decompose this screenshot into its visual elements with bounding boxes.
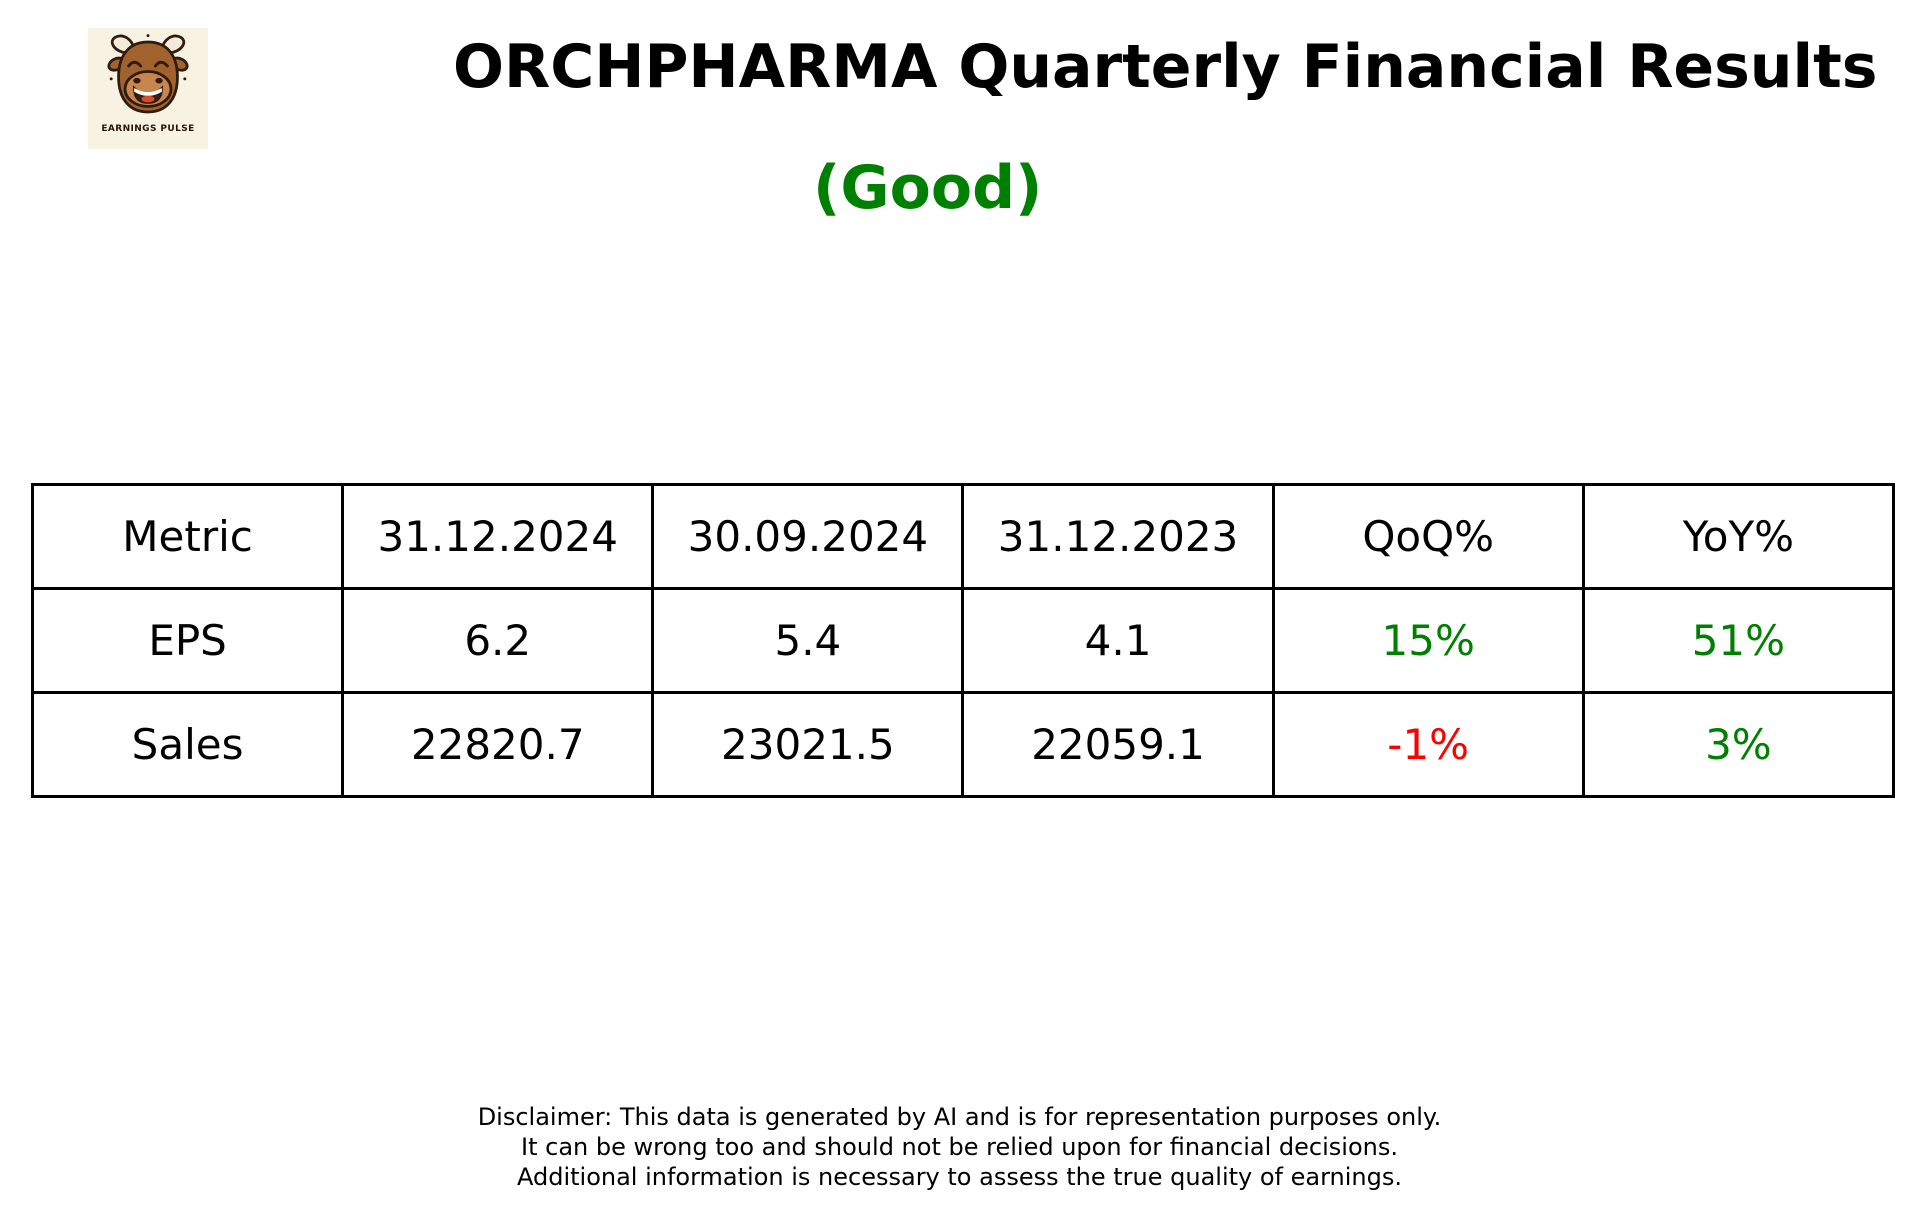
table-cell-yoy: 3% [1581,691,1896,798]
table-cell: Sales [30,691,345,798]
table-cell: 5.4 [651,587,965,694]
bull-logo-icon [107,34,189,114]
table-cell-qoq: 15% [1271,587,1585,694]
column-header-q-yearago: 31.12.2023 [961,483,1275,590]
table-cell-yoy: 51% [1581,587,1896,694]
column-header-q-previous: 30.09.2024 [651,483,965,590]
table-cell: 22059.1 [961,691,1275,798]
table-header-row: Metric 31.12.2024 30.09.2024 31.12.2023 … [30,483,1896,590]
table-cell: 4.1 [961,587,1275,694]
page-title: ORCHPHARMA Quarterly Financial Results [453,32,1878,102]
disclaimer-line: It can be wrong too and should not be re… [521,1133,1398,1161]
table-cell: 23021.5 [651,691,965,798]
disclaimer-line: Disclaimer: This data is generated by AI… [477,1103,1442,1131]
brand-name: EARNINGS PULSE [101,124,195,134]
table-cell: 6.2 [341,587,655,694]
table-cell: 22820.7 [341,691,655,798]
disclaimer: Disclaimer: This data is generated by AI… [0,1102,1919,1192]
table-row-eps: EPS 6.2 5.4 4.1 15% 51% [30,587,1896,694]
column-header-metric: Metric [30,483,345,590]
column-header-yoy: YoY% [1581,483,1896,590]
column-header-q-current: 31.12.2024 [341,483,655,590]
table-cell-qoq: -1% [1271,691,1585,798]
table-row-sales: Sales 22820.7 23021.5 22059.1 -1% 3% [30,691,1896,798]
disclaimer-line: Additional information is necessary to a… [516,1163,1402,1191]
results-table: Metric 31.12.2024 30.09.2024 31.12.2023 … [30,483,1896,798]
verdict-label: (Good) [813,153,1043,223]
brand-logo: EARNINGS PULSE [88,28,208,149]
table-cell: EPS [30,587,345,694]
column-header-qoq: QoQ% [1271,483,1585,590]
